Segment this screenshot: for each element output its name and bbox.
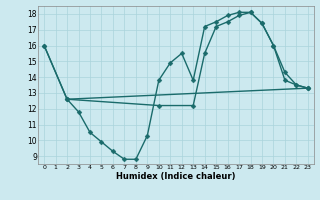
X-axis label: Humidex (Indice chaleur): Humidex (Indice chaleur) bbox=[116, 172, 236, 181]
